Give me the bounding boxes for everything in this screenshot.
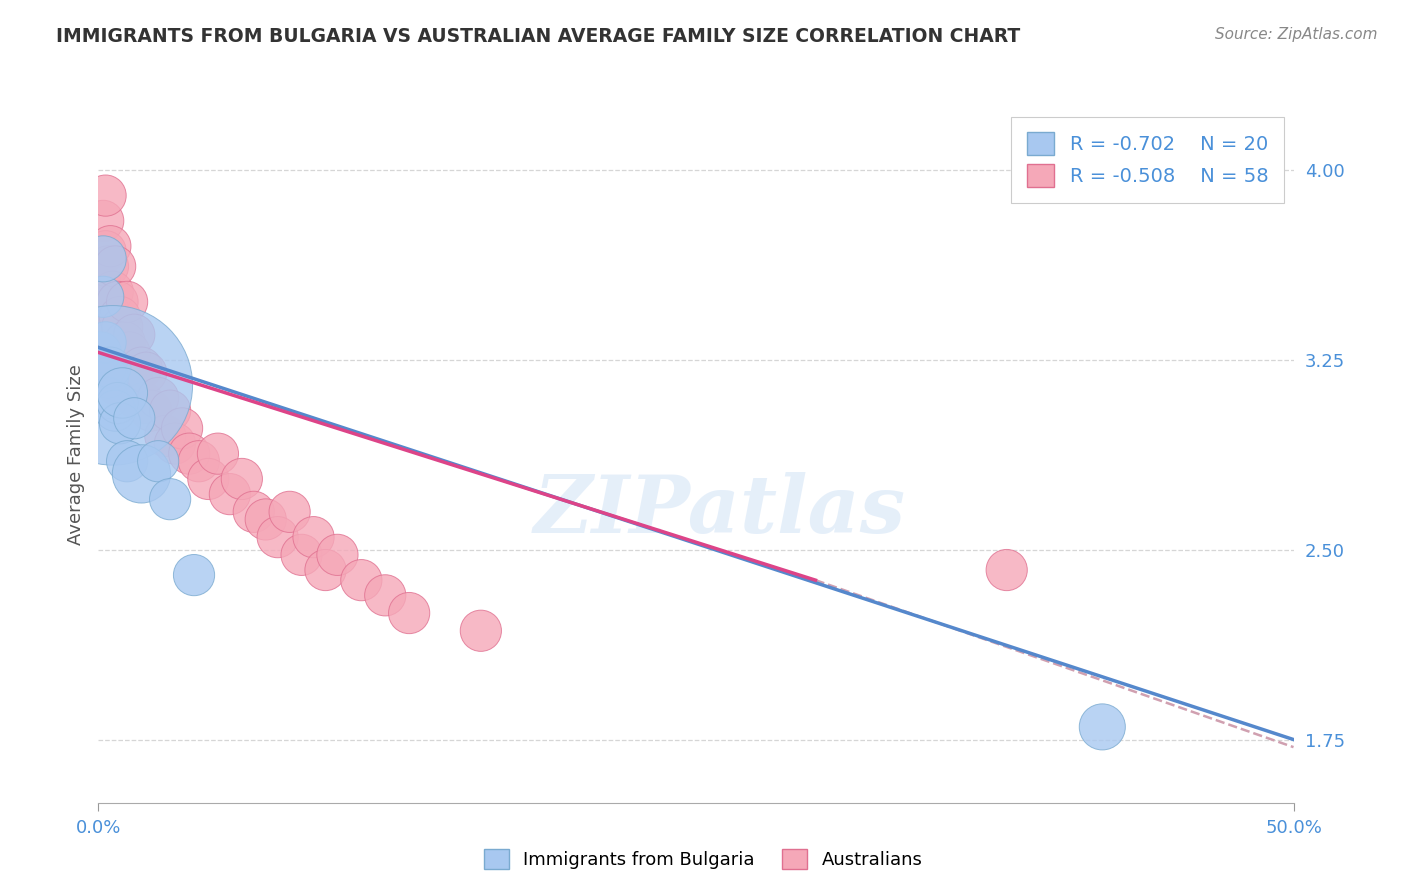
Point — [107, 396, 129, 410]
Text: IMMIGRANTS FROM BULGARIA VS AUSTRALIAN AVERAGE FAMILY SIZE CORRELATION CHART: IMMIGRANTS FROM BULGARIA VS AUSTRALIAN A… — [56, 27, 1021, 45]
Point — [101, 340, 124, 354]
Point — [115, 454, 138, 468]
Point — [98, 239, 122, 253]
Point — [108, 360, 131, 375]
Point — [267, 530, 290, 544]
Point — [159, 492, 181, 507]
Point — [254, 512, 277, 526]
Point — [98, 360, 122, 375]
Point — [107, 345, 129, 359]
Point — [1091, 720, 1114, 734]
Point — [125, 391, 148, 405]
Point — [91, 310, 114, 324]
Point — [159, 403, 181, 417]
Point — [91, 290, 114, 304]
Point — [398, 606, 420, 620]
Point — [163, 436, 186, 450]
Point — [108, 310, 131, 324]
Point — [111, 320, 134, 334]
Point — [91, 252, 114, 266]
Point — [302, 530, 325, 544]
Point — [97, 391, 120, 405]
Point — [98, 360, 122, 375]
Point — [278, 505, 301, 519]
Point — [108, 417, 131, 431]
Point — [118, 345, 141, 359]
Point — [111, 370, 134, 384]
Point — [107, 378, 129, 392]
Point — [97, 260, 120, 274]
Point — [148, 391, 170, 405]
Point — [115, 294, 138, 309]
Point — [124, 411, 146, 425]
Point — [187, 454, 209, 468]
Point — [101, 285, 124, 299]
Point — [315, 563, 337, 577]
Point — [243, 505, 266, 519]
Point — [995, 563, 1018, 577]
Legend: Immigrants from Bulgaria, Australians: Immigrants from Bulgaria, Australians — [474, 839, 932, 879]
Point — [183, 568, 205, 582]
Point — [139, 403, 162, 417]
Point — [94, 188, 117, 202]
Point — [90, 277, 112, 292]
Point — [104, 260, 127, 274]
Point — [326, 548, 349, 562]
Point — [197, 472, 219, 486]
Point — [131, 467, 153, 481]
Point — [350, 573, 373, 587]
Point — [135, 366, 157, 380]
Legend: R = -0.702    N = 20, R = -0.508    N = 58: R = -0.702 N = 20, R = -0.508 N = 58 — [1011, 117, 1284, 202]
Point — [219, 487, 242, 501]
Point — [121, 370, 143, 384]
Point — [107, 294, 129, 309]
Point — [290, 548, 312, 562]
Point — [111, 386, 134, 401]
Point — [132, 396, 155, 410]
Point — [207, 447, 229, 461]
Point — [470, 624, 492, 638]
Point — [231, 472, 253, 486]
Point — [374, 588, 396, 602]
Point — [104, 320, 127, 334]
Point — [179, 447, 201, 461]
Point — [97, 370, 120, 384]
Point — [90, 345, 112, 359]
Point — [94, 244, 117, 259]
Point — [155, 429, 177, 443]
Point — [172, 421, 194, 435]
Point — [114, 335, 136, 350]
Point — [97, 302, 120, 317]
Point — [131, 360, 153, 375]
Text: ZIPatlas: ZIPatlas — [534, 472, 905, 549]
Y-axis label: Average Family Size: Average Family Size — [66, 365, 84, 545]
Point — [101, 378, 124, 392]
Point — [97, 345, 120, 359]
Text: Source: ZipAtlas.com: Source: ZipAtlas.com — [1215, 27, 1378, 42]
Point — [148, 454, 170, 468]
Point — [98, 315, 122, 329]
Point — [104, 403, 127, 417]
Point — [90, 340, 112, 354]
Point — [94, 360, 117, 375]
Point — [124, 327, 146, 342]
Point — [91, 214, 114, 228]
Point — [94, 335, 117, 350]
Point — [94, 294, 117, 309]
